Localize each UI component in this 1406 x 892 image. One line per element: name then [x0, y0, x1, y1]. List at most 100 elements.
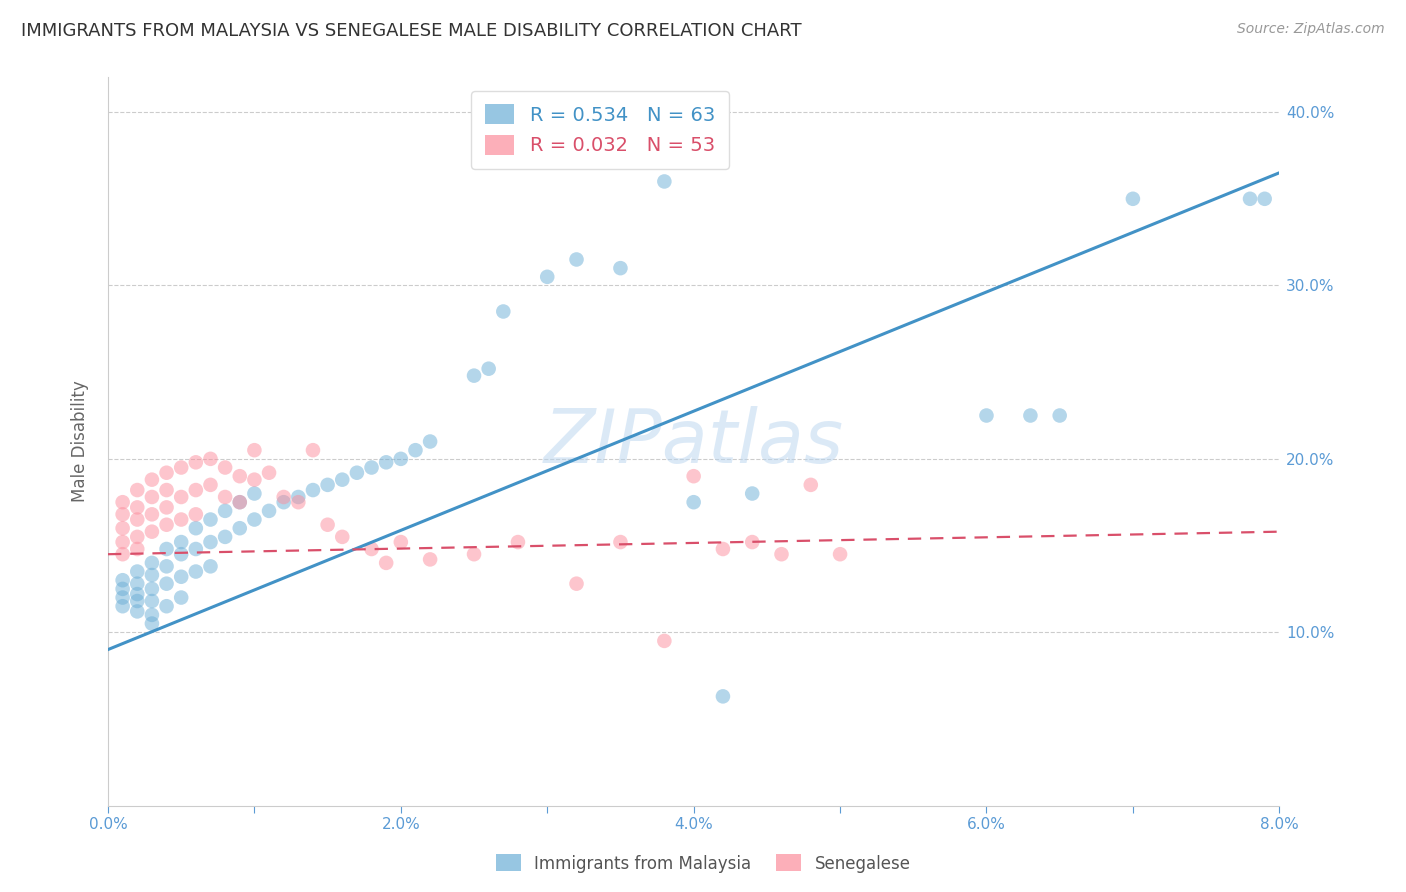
Point — [184, 541, 207, 556]
Point — [1049, 409, 1071, 423]
Point — [682, 469, 704, 483]
Point — [170, 535, 193, 549]
Point — [273, 490, 295, 504]
Point — [155, 483, 177, 497]
Point — [316, 517, 339, 532]
Point — [741, 535, 763, 549]
Point — [330, 473, 353, 487]
Point — [127, 483, 149, 497]
Point — [654, 174, 676, 188]
Point — [463, 368, 485, 383]
Y-axis label: Male Disability: Male Disability — [72, 381, 89, 502]
Point — [111, 535, 134, 549]
Point — [463, 547, 485, 561]
Point — [111, 582, 134, 596]
Point — [770, 547, 793, 561]
Point — [141, 524, 163, 539]
Point — [229, 469, 252, 483]
Point — [111, 508, 134, 522]
Point — [184, 565, 207, 579]
Point — [229, 521, 252, 535]
Point — [287, 495, 309, 509]
Point — [127, 594, 149, 608]
Point — [536, 269, 558, 284]
Point — [184, 455, 207, 469]
Point — [155, 517, 177, 532]
Point — [200, 559, 222, 574]
Point — [127, 512, 149, 526]
Point — [111, 547, 134, 561]
Legend: R = 0.534   N = 63, R = 0.032   N = 53: R = 0.534 N = 63, R = 0.032 N = 53 — [471, 91, 728, 169]
Point — [127, 587, 149, 601]
Point — [155, 599, 177, 614]
Point — [184, 508, 207, 522]
Point — [828, 547, 851, 561]
Point — [419, 552, 441, 566]
Text: ZIPatlas: ZIPatlas — [544, 406, 844, 477]
Point — [302, 483, 325, 497]
Point — [141, 607, 163, 622]
Point — [478, 361, 501, 376]
Point — [1122, 192, 1144, 206]
Point — [170, 460, 193, 475]
Point — [389, 535, 412, 549]
Point — [229, 495, 252, 509]
Point — [214, 460, 236, 475]
Point — [170, 512, 193, 526]
Point — [273, 495, 295, 509]
Point — [287, 490, 309, 504]
Point — [1253, 192, 1275, 206]
Point — [127, 500, 149, 515]
Point — [389, 451, 412, 466]
Point — [141, 594, 163, 608]
Point — [141, 582, 163, 596]
Point — [375, 455, 398, 469]
Point — [316, 478, 339, 492]
Point — [127, 604, 149, 618]
Point — [243, 473, 266, 487]
Point — [1019, 409, 1042, 423]
Point — [711, 541, 734, 556]
Point — [155, 576, 177, 591]
Point — [111, 521, 134, 535]
Point — [214, 504, 236, 518]
Point — [200, 535, 222, 549]
Point — [800, 478, 823, 492]
Point — [565, 576, 588, 591]
Point — [404, 443, 426, 458]
Point — [184, 521, 207, 535]
Point — [214, 490, 236, 504]
Point — [243, 512, 266, 526]
Text: IMMIGRANTS FROM MALAYSIA VS SENEGALESE MALE DISABILITY CORRELATION CHART: IMMIGRANTS FROM MALAYSIA VS SENEGALESE M… — [21, 22, 801, 40]
Point — [141, 473, 163, 487]
Point — [609, 261, 631, 276]
Point — [682, 495, 704, 509]
Point — [609, 535, 631, 549]
Point — [654, 633, 676, 648]
Point — [111, 599, 134, 614]
Point — [127, 576, 149, 591]
Point — [141, 490, 163, 504]
Point — [419, 434, 441, 449]
Point — [229, 495, 252, 509]
Point — [155, 559, 177, 574]
Point — [127, 530, 149, 544]
Point — [257, 466, 280, 480]
Point — [111, 495, 134, 509]
Legend: Immigrants from Malaysia, Senegalese: Immigrants from Malaysia, Senegalese — [489, 847, 917, 880]
Point — [492, 304, 515, 318]
Point — [565, 252, 588, 267]
Point — [200, 478, 222, 492]
Point — [170, 547, 193, 561]
Point — [302, 443, 325, 458]
Point — [360, 541, 382, 556]
Point — [360, 460, 382, 475]
Point — [155, 541, 177, 556]
Point — [375, 556, 398, 570]
Point — [200, 451, 222, 466]
Point — [141, 568, 163, 582]
Point — [127, 565, 149, 579]
Point — [741, 486, 763, 500]
Point — [214, 530, 236, 544]
Point — [976, 409, 998, 423]
